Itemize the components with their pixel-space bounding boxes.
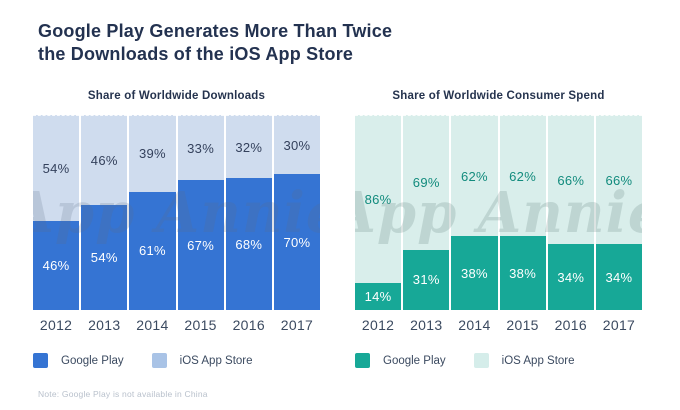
legend-swatch [355, 353, 370, 368]
segment-value-label: 54% [90, 250, 118, 266]
x-tick-label: 2013 [410, 317, 443, 333]
bar-segment-google-play: 38% [499, 236, 546, 310]
legend-label: iOS App Store [179, 354, 253, 367]
x-tick-label: 2012 [39, 317, 73, 333]
bar-2015: 33% 67% [177, 115, 224, 310]
bar-segment-ios-app-store: 69% [403, 115, 450, 250]
x-tick-label: 2017 [602, 317, 636, 333]
bar-2012: 86% 14% [355, 115, 402, 310]
bar-2014: 39% 61% [129, 115, 176, 310]
consumer-spend-chart: Share of Worldwide Consumer Spend App An… [355, 90, 642, 368]
bar-2015: 62% 38% [499, 115, 546, 310]
legend-swatch [33, 353, 48, 368]
legend-label: iOS App Store [501, 354, 575, 367]
page-title-line2: the Downloads of the iOS App Store [38, 44, 354, 64]
chart-title-consumer-spend: Share of Worldwide Consumer Spend [392, 90, 605, 102]
segment-value-label: 69% [412, 175, 440, 191]
legend-item: Google Play [355, 353, 446, 368]
segment-value-label: 32% [235, 139, 263, 155]
segment-value-label: 67% [187, 237, 215, 253]
segment-value-label: 68% [235, 236, 263, 252]
x-tick-label: 2012 [361, 317, 395, 333]
bar-segment-google-play: 54% [81, 205, 128, 310]
segment-value-label: 46% [90, 153, 118, 169]
page-title: Google Play Generates More Than Twice th… [38, 20, 392, 66]
bar-segment-ios-app-store: 66% [547, 115, 594, 245]
chart-title-downloads: Share of Worldwide Downloads [87, 90, 266, 102]
segment-value-label: 38% [509, 265, 537, 281]
segment-value-label: 30% [283, 137, 311, 153]
bar-2017: 66% 34% [595, 115, 642, 310]
segment-value-label: 31% [412, 272, 440, 288]
segment-value-label: 38% [460, 265, 488, 281]
x-axis: 2012 2013 2014 2015 2016 2017 [355, 317, 642, 333]
bar-segment-google-play: 34% [595, 244, 642, 310]
downloads-chart: Share of Worldwide Downloads App Annie 5… [33, 90, 320, 368]
bar-segment-google-play: 46% [33, 220, 80, 310]
segment-value-label: 66% [557, 172, 585, 188]
segment-value-label: 39% [138, 146, 166, 162]
legend: Google Play iOS App Store [355, 353, 642, 368]
x-tick-label: 2016 [554, 317, 587, 333]
plot-area: App Annie 54%46%46%54%39%61%33%67%32%68%… [33, 115, 320, 310]
x-tick-label: 2014 [136, 317, 169, 333]
bar-2016: 66% 34% [547, 115, 594, 310]
bar-segment-ios-app-store: 62% [499, 115, 546, 237]
segment-value-label: 14% [364, 288, 392, 304]
bar-2013: 69% 31% [403, 115, 450, 310]
bar-segment-ios-app-store: 39% [129, 115, 176, 192]
bar-segment-ios-app-store: 86% [355, 115, 402, 283]
x-tick-label: 2015 [506, 317, 539, 333]
bar-segment-google-play: 34% [547, 244, 594, 310]
bar-segment-ios-app-store: 62% [451, 115, 498, 237]
bar-segment-google-play: 67% [177, 180, 224, 310]
x-tick-label: 2013 [88, 317, 121, 333]
x-tick-label: 2016 [232, 317, 265, 333]
x-axis: 2012 2013 2014 2015 2016 2017 [33, 317, 320, 333]
page-title-line1: Google Play Generates More Than Twice [38, 21, 393, 41]
bar-2013: 46% 54% [81, 115, 128, 310]
segment-value-label: 86% [364, 191, 392, 207]
segment-value-label: 33% [187, 140, 215, 156]
footnote: Note: Google Play is not available in Ch… [38, 389, 208, 399]
segment-value-label: 34% [605, 269, 633, 285]
bar-2014: 62% 38% [451, 115, 498, 310]
bar-2012: 54% 46% [33, 115, 80, 310]
segment-value-label: 62% [509, 168, 537, 184]
x-tick-label: 2017 [280, 317, 314, 333]
legend-label: Google Play [61, 354, 124, 367]
segment-value-label: 34% [557, 269, 585, 285]
bar-segment-google-play: 68% [225, 178, 272, 310]
bar-segment-google-play: 70% [273, 174, 320, 310]
bar-segment-ios-app-store: 30% [273, 115, 320, 175]
bar-segment-google-play: 38% [451, 236, 498, 310]
segment-value-label: 70% [283, 234, 311, 250]
legend-item: Google Play [33, 353, 124, 368]
legend-item: iOS App Store [151, 353, 253, 368]
legend-swatch [473, 353, 489, 368]
bar-2017: 30% 70% [273, 115, 320, 310]
segment-value-label: 61% [138, 243, 166, 259]
segment-value-label: 46% [42, 257, 70, 273]
bar-2016: 32% 68% [225, 115, 272, 310]
x-tick-label: 2015 [184, 317, 217, 333]
legend-item: iOS App Store [473, 353, 575, 368]
plot-area: App Annie 86%14%69%31%62%38%62%38%66%34%… [355, 115, 642, 310]
bar-segment-ios-app-store: 46% [81, 115, 128, 206]
bar-segment-ios-app-store: 54% [33, 115, 80, 221]
bar-segment-ios-app-store: 32% [225, 115, 272, 179]
legend-label: Google Play [383, 354, 446, 367]
bar-segment-google-play: 14% [355, 282, 402, 310]
legend: Google Play iOS App Store [33, 353, 320, 368]
segment-value-label: 62% [460, 168, 488, 184]
bar-segment-google-play: 61% [129, 191, 176, 310]
legend-swatch [151, 353, 167, 368]
bar-segment-ios-app-store: 66% [595, 115, 642, 245]
segment-value-label: 54% [42, 160, 70, 176]
segment-value-label: 66% [605, 172, 633, 188]
x-tick-label: 2014 [458, 317, 491, 333]
bar-segment-google-play: 31% [403, 249, 450, 310]
bar-segment-ios-app-store: 33% [177, 115, 224, 181]
